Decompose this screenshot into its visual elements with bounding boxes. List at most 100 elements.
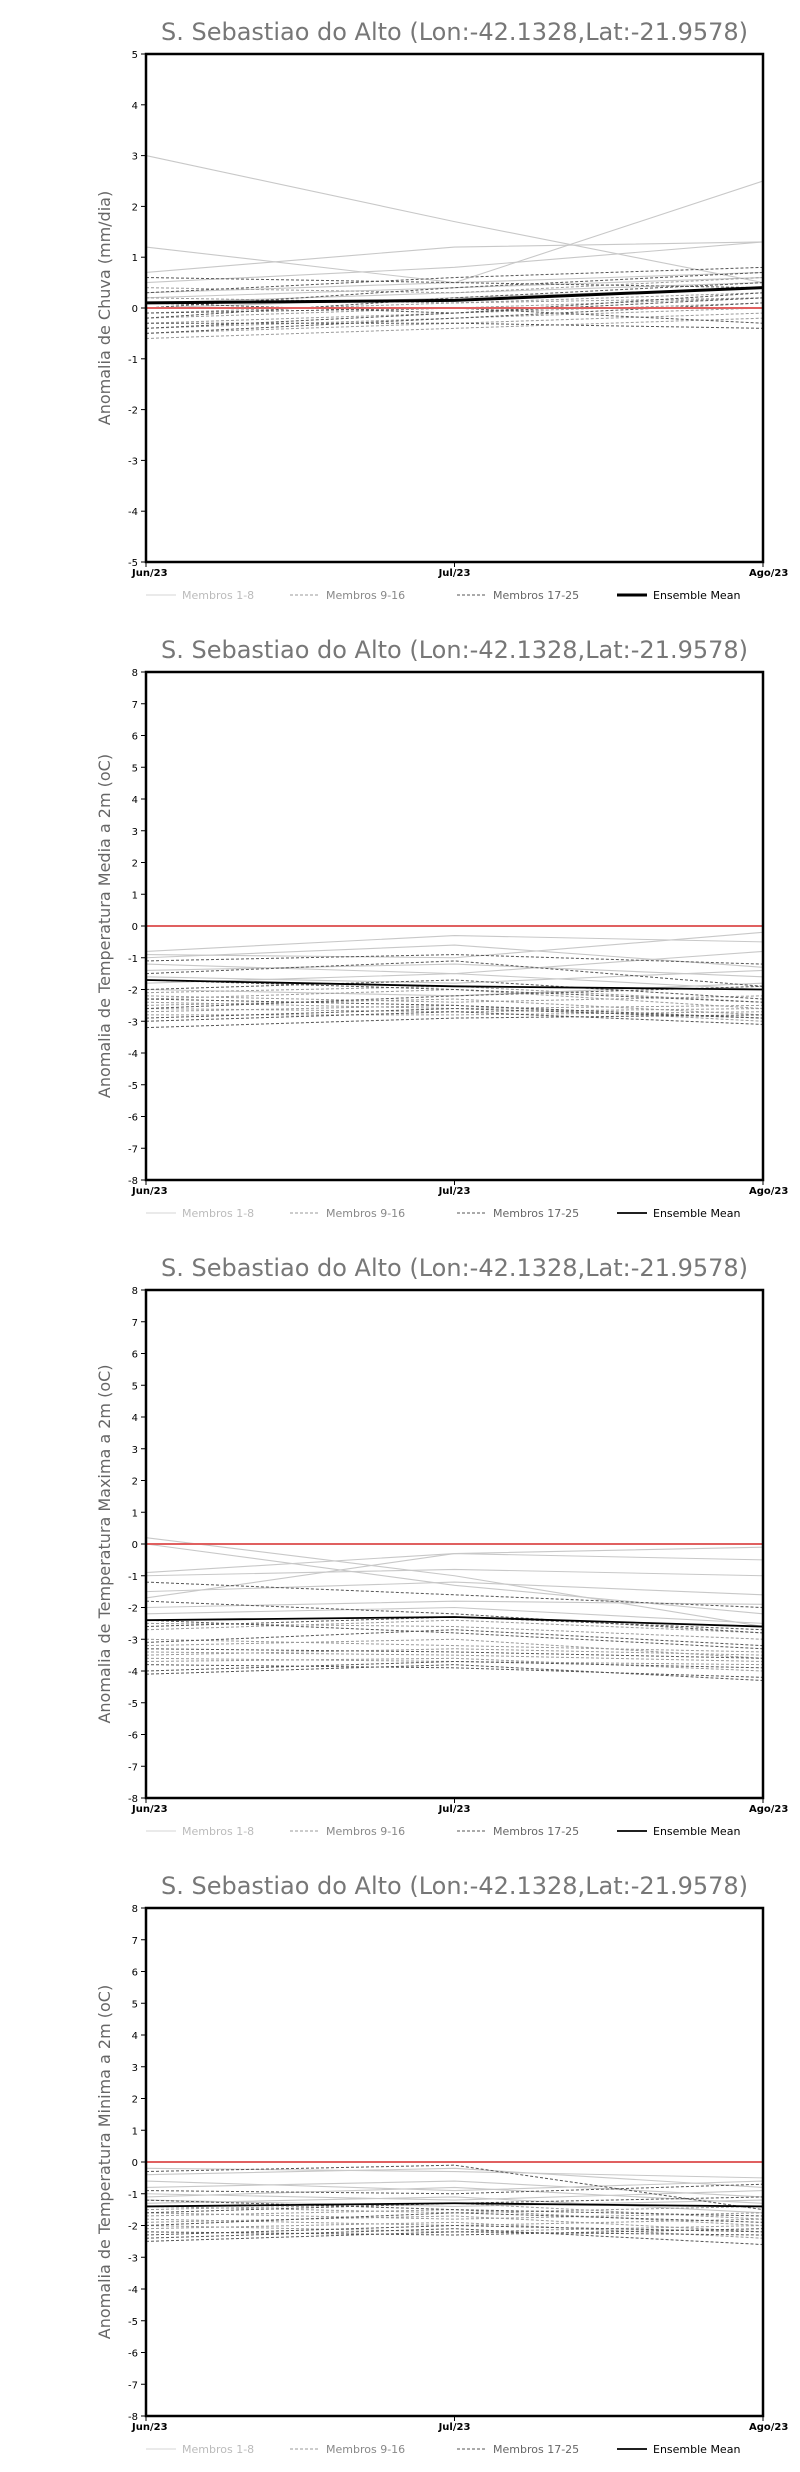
y-tick-label: -6 <box>128 1113 138 1124</box>
member-line-9 <box>145 1622 764 1640</box>
plot-frame <box>144 670 765 1182</box>
member-line-8 <box>145 2196 764 2214</box>
member-line-25 <box>145 297 764 329</box>
member-line-11 <box>145 988 764 1010</box>
x-tick-label: Ago/23 <box>749 1804 788 1815</box>
y-axis-label: Anomalia de Temperatura Maxima a 2m (oC) <box>95 1364 114 1723</box>
y-tick-label: 8 <box>132 1904 138 1915</box>
member-line-12 <box>145 1638 764 1659</box>
legend: Membros 1-8 Membros 9-16 Membros 17-25 Ense… <box>146 2443 740 2456</box>
y-tick-label: 7 <box>132 1318 138 1329</box>
member-line-25 <box>145 1648 764 1659</box>
x-tick-label: Ago/23 <box>749 2422 788 2433</box>
y-tick-label: 4 <box>132 2031 138 2042</box>
chart-title: S. Sebastiao do Alto (Lon:-42.1328,Lat:-… <box>161 1254 748 1282</box>
member-line-16 <box>145 1657 764 1672</box>
member-line-3 <box>145 1546 764 1574</box>
x-tick-label: Ago/23 <box>749 568 788 579</box>
member-line-14 <box>145 317 764 339</box>
member-line-14 <box>145 1648 764 1656</box>
y-tick-label: -8 <box>128 1794 138 1805</box>
member-line-1 <box>145 1537 764 1628</box>
y-tick-label: -4 <box>128 1049 138 1060</box>
legend-label-3: Membros 17-25 <box>493 1825 579 1838</box>
chart-panel-1: S. Sebastiao do Alto (Lon:-42.1328,Lat:-… <box>95 18 788 602</box>
member-line-19 <box>145 1014 764 1029</box>
member-line-8 <box>145 1606 764 1624</box>
member-line-21 <box>145 2183 764 2195</box>
member-line-18 <box>145 307 764 324</box>
member-line-1 <box>145 155 764 284</box>
member-line-25 <box>145 998 764 1019</box>
y-ticks: -8 -7 -6 -5 -4 -3 -2 -1 0 1 2 3 4 5 6 7 8 <box>128 1286 146 1805</box>
y-tick-label: 4 <box>132 1413 138 1424</box>
ensemble-mean-line <box>145 2202 764 2208</box>
member-line-20 <box>145 1600 764 1634</box>
y-tick-label: -5 <box>128 1699 138 1710</box>
member-line-15 <box>145 2225 764 2233</box>
y-tick-label: 2 <box>132 202 138 213</box>
y-axis-label: Anomalia de Chuva (mm/dia) <box>95 191 114 425</box>
legend-label-3: Membros 17-25 <box>493 1207 579 1220</box>
member-line-5 <box>145 271 764 294</box>
member-line-10 <box>145 297 764 319</box>
member-line-7 <box>145 973 764 991</box>
member-line-4 <box>145 1568 764 1577</box>
y-tick-label: 8 <box>132 668 138 679</box>
member-line-18 <box>145 1660 764 1672</box>
legend: Membros 1-8 Membros 9-16 Membros 17-25 Ense… <box>146 1825 740 1838</box>
member-line-22 <box>145 979 764 1000</box>
member-line-10 <box>145 2202 764 2220</box>
legend-label-4: Ensemble Mean <box>653 589 740 602</box>
y-tick-label: 2 <box>132 2095 138 2106</box>
member-line-2 <box>145 2167 764 2188</box>
member-line-15 <box>145 277 764 294</box>
y-tick-label: 0 <box>132 304 138 315</box>
y-tick-label: -2 <box>128 2222 138 2233</box>
legend-label-1: Membros 1-8 <box>182 1825 254 1838</box>
member-line-11 <box>145 1638 764 1653</box>
y-tick-label: 5 <box>132 1381 138 1392</box>
x-tick-label: Jun/23 <box>131 568 168 579</box>
member-line-24 <box>145 277 764 289</box>
y-axis-label: Anomalia de Temperatura Media a 2m (oC) <box>95 754 114 1098</box>
y-tick-label: -8 <box>128 2412 138 2423</box>
plot-frame <box>144 1906 765 2418</box>
y-tick-label: 2 <box>132 1477 138 1488</box>
chart-title: S. Sebastiao do Alto (Lon:-42.1328,Lat:-… <box>161 636 748 664</box>
y-ticks: -8 -7 -6 -5 -4 -3 -2 -1 0 1 2 3 4 5 6 7 8 <box>128 668 146 1187</box>
y-tick-label: 5 <box>132 763 138 774</box>
member-line-22 <box>145 2196 764 2214</box>
member-line-16 <box>145 2221 764 2239</box>
y-tick-label: -4 <box>128 1667 138 1678</box>
member-line-8 <box>145 982 764 997</box>
chart-panel-2: S. Sebastiao do Alto (Lon:-42.1328,Lat:-… <box>95 636 788 1220</box>
member-line-1 <box>145 934 764 952</box>
member-line-15 <box>145 1004 764 1022</box>
legend-label-3: Membros 17-25 <box>493 589 579 602</box>
y-tick-label: 1 <box>132 2126 138 2137</box>
x-tick-label: Jul/23 <box>438 1804 471 1815</box>
y-tick-label: 3 <box>132 1445 138 1456</box>
y-tick-label: 0 <box>132 2158 138 2169</box>
x-tick-label: Jun/23 <box>131 1186 168 1197</box>
x-tick-label: Jun/23 <box>131 1804 168 1815</box>
member-line-14 <box>145 2215 764 2233</box>
y-tick-label: -3 <box>128 1017 138 1028</box>
member-series-group <box>145 931 764 1029</box>
member-line-5 <box>145 1581 764 1596</box>
legend-label-2: Membros 9-16 <box>326 1207 405 1220</box>
member-line-24 <box>145 979 764 1003</box>
legend: Membros 1-8 Membros 9-16 Membros 17-25 Ense… <box>146 589 740 602</box>
member-line-12 <box>145 2209 764 2226</box>
member-line-20 <box>145 2164 764 2211</box>
member-line-3 <box>145 2180 764 2192</box>
member-line-4 <box>145 241 764 284</box>
legend-label-3: Membros 17-25 <box>493 2443 579 2456</box>
legend-label-4: Ensemble Mean <box>653 1825 740 1838</box>
y-tick-label: 6 <box>132 732 138 743</box>
member-line-6 <box>145 276 764 299</box>
y-tick-label: -7 <box>128 1144 138 1155</box>
y-tick-label: -6 <box>128 1731 138 1742</box>
member-line-22 <box>145 271 764 309</box>
